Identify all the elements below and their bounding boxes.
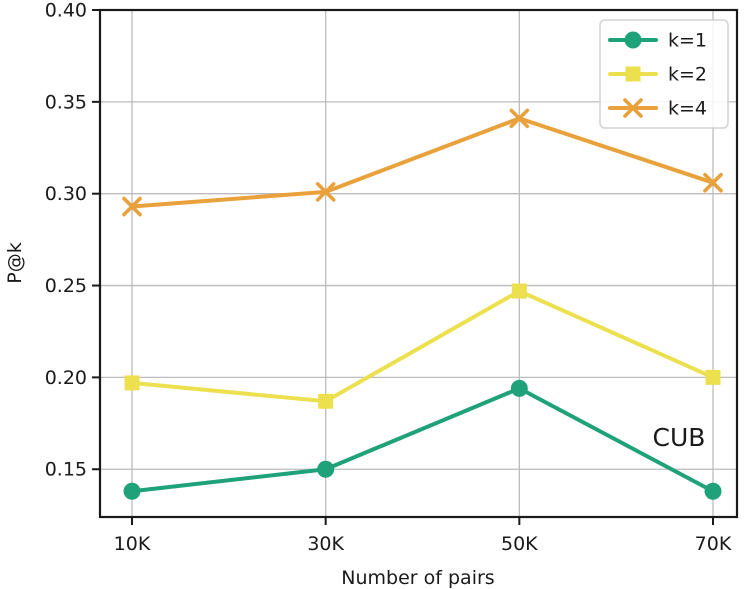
- series-k1-marker: [317, 460, 335, 478]
- series-k4-marker: [122, 196, 142, 217]
- y-tick-label: 0.40: [45, 0, 87, 22]
- legend-k1-marker: [624, 31, 642, 49]
- x-tick-label: 10K: [114, 533, 151, 555]
- y-tick-label: 0.30: [45, 183, 87, 205]
- legend: k=1 k=2 k=4: [599, 19, 729, 129]
- plot-border: [98, 8, 739, 519]
- y-tick-label: 0.25: [45, 275, 87, 297]
- series-k2-line: [130, 289, 715, 404]
- legend-k4-label: k=4: [668, 98, 707, 120]
- y-tick-label: 0.35: [45, 91, 87, 113]
- series-k1-marker: [123, 482, 141, 500]
- x-tick-label: 30K: [307, 533, 344, 555]
- x-tick-label: 50K: [501, 533, 538, 555]
- series-k4-marker: [315, 182, 336, 202]
- series-k4-line: [130, 116, 715, 209]
- series-k4-marker: [703, 172, 723, 193]
- legend-k1-label: k=1: [668, 30, 707, 52]
- series-k2-marker: [705, 369, 721, 385]
- x-axis-label: Number of pairs: [341, 567, 494, 589]
- series-k1-marker: [510, 379, 528, 397]
- y-axis-label: P@k: [4, 242, 26, 283]
- y-tick-label: 0.15: [45, 459, 87, 481]
- series-k1-line: [130, 386, 715, 494]
- axes-layer: 0.15 0.20 0.25 0.30 0.35 0.40 10K 30K 50K 70K: [45, 0, 739, 555]
- series-k2-marker: [511, 283, 527, 299]
- x-tick-label: 70K: [695, 533, 732, 555]
- series-layer: [122, 108, 723, 500]
- chart-annotation: CUB: [653, 423, 706, 452]
- legend-k2-marker: [625, 66, 641, 82]
- series-k2-marker: [318, 393, 334, 409]
- series-k4-marker: [509, 108, 530, 129]
- series-k1-marker: [704, 482, 722, 500]
- series-k2-marker: [124, 375, 140, 391]
- y-tick-label: 0.20: [45, 367, 87, 389]
- legend-k2-label: k=2: [668, 64, 707, 86]
- legend-k4-marker: [623, 98, 643, 118]
